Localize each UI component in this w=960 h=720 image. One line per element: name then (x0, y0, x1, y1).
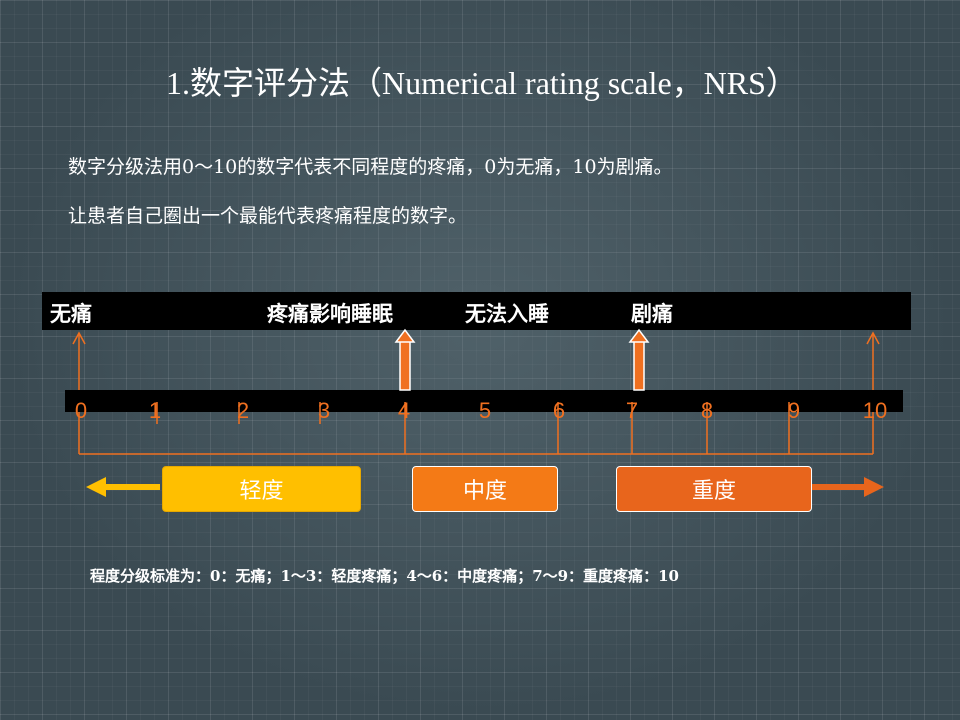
scale-number-2: 2 (236, 398, 250, 423)
top-label-bar (42, 292, 911, 330)
scale-number-6: 6 (552, 398, 566, 423)
scale-number-1: 1 (148, 398, 162, 423)
scale-number-3: 3 (317, 398, 331, 423)
number-scale-bar (65, 390, 903, 412)
label-cannot-sleep: 无法入睡 (465, 302, 549, 326)
tick-connectors (78, 402, 874, 454)
category-moderate: 中度 (412, 466, 558, 512)
slide-title: 1.数字评分法（Numerical rating scale，NRS） (166, 65, 798, 101)
scale-number-5: 5 (478, 398, 492, 423)
category-severe: 重度 (616, 466, 812, 512)
scale-number-0: 0 (74, 398, 88, 423)
label-severe-pain: 剧痛 (631, 302, 673, 326)
marker-arrow-7 (628, 328, 650, 391)
description-line-2: 让患者自己圈出一个最能代表疼痛程度的数字。 (68, 205, 468, 227)
label-no-pain: 无痛 (50, 302, 92, 326)
category-mild: 轻度 (162, 466, 361, 512)
thin-arrow-lines (72, 331, 880, 390)
scale-number-4: 4 (397, 398, 411, 423)
scale-number-10: 10 (862, 398, 888, 423)
marker-arrow-4 (394, 328, 416, 391)
scale-number-9: 9 (787, 398, 801, 423)
grading-standard-note: 程度分级标准为：0：无痛；1～3：轻度疼痛；4～6：中度疼痛；7～9：重度疼痛：… (90, 567, 679, 585)
label-affects-sleep: 疼痛影响睡眠 (267, 302, 393, 326)
description-line-1: 数字分级法用0～10的数字代表不同程度的疼痛，0为无痛，10为剧痛。 (68, 156, 673, 178)
right-arrow (811, 477, 884, 497)
left-arrow (86, 477, 160, 497)
